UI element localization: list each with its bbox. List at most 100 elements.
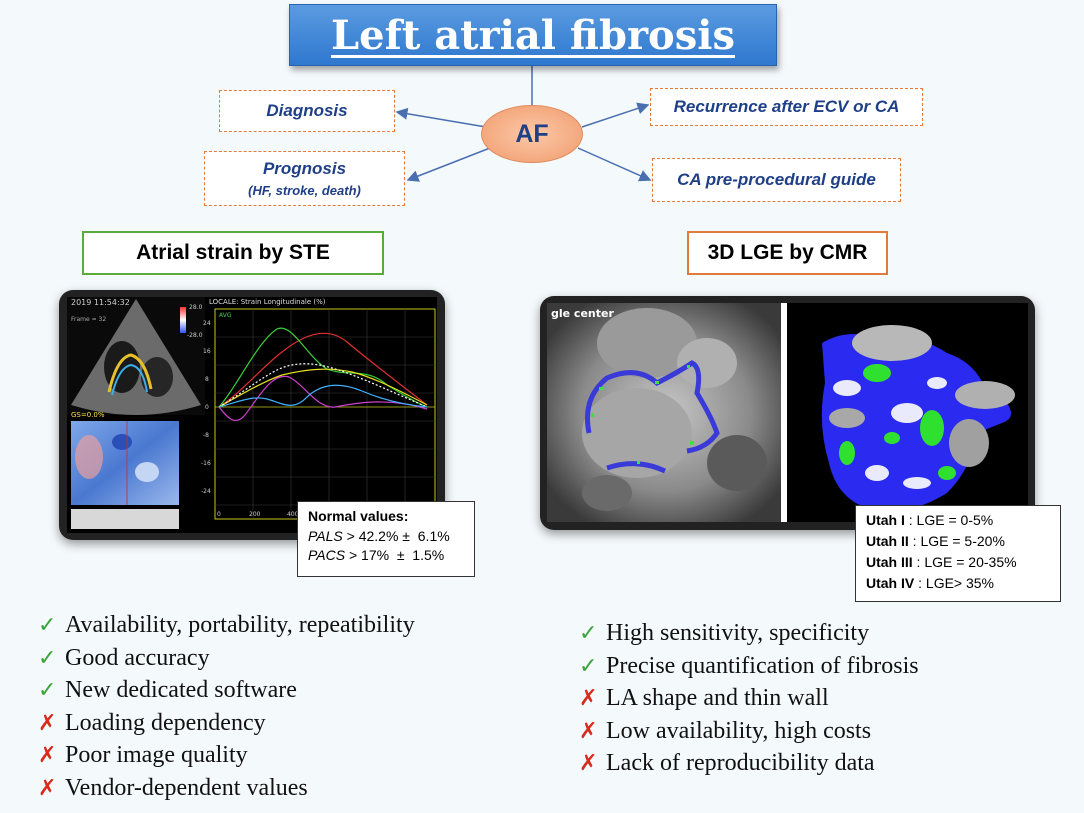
cmr-header: 3D LGE by CMR xyxy=(687,231,888,275)
list-item-text: Loading dependency xyxy=(65,709,266,736)
utah-row: Utah IV : LGE> 35% xyxy=(866,575,1050,596)
arrow-recurrence xyxy=(581,102,650,128)
list-item-text: Lack of reproducibility data xyxy=(606,750,875,776)
gs-readout: GS=0.0% xyxy=(71,411,105,419)
ste-display: 2019 11:54:32 Frame = 32 28.0 -28.0 GS=0… xyxy=(67,297,436,529)
pals-label: PALS xyxy=(308,528,343,544)
list-item: ✓ High sensitivity, specificity xyxy=(579,617,919,650)
diagnosis-label: Diagnosis xyxy=(266,101,348,120)
list-item-text: Vendor-dependent values xyxy=(65,774,308,801)
utah-row: Utah III : LGE = 20-35% xyxy=(866,554,1050,575)
y-tick-8: 8 xyxy=(205,376,209,383)
curve-yellow xyxy=(218,368,428,408)
cross-icon: ✗ xyxy=(579,751,598,776)
guide-label: CA pre-procedural guide xyxy=(677,170,876,189)
curve-green xyxy=(218,327,428,408)
utah-stages-box: Utah I : LGE = 0-5% Utah II : LGE = 5-20… xyxy=(855,505,1061,602)
cross-icon: ✗ xyxy=(579,718,598,744)
prognosis-label: Prognosis xyxy=(262,159,347,178)
diagnosis-box: Diagnosis xyxy=(219,90,395,132)
ecg-strip xyxy=(71,509,179,529)
strain-grid xyxy=(215,309,435,519)
list-item-text: High sensitivity, specificity xyxy=(606,620,870,646)
normal-values-heading: Normal values: xyxy=(308,508,409,524)
list-item: ✓ Availability, portability, repeatibilit… xyxy=(38,609,415,642)
list-item: ✗ Poor image quality xyxy=(38,739,415,772)
recurrence-label: Recurrence after ECV or CA xyxy=(673,97,900,116)
list-item: ✓ New dedicated software xyxy=(38,674,415,707)
curve-cyan xyxy=(218,384,428,408)
ste-device: 2019 11:54:32 Frame = 32 28.0 -28.0 GS=0… xyxy=(59,290,445,540)
check-icon: ✓ xyxy=(579,653,598,679)
cmr-display: gle center xyxy=(547,303,1028,522)
list-item-text: Precise quantification of fibrosis xyxy=(606,652,919,679)
ste-screen: 2019 11:54:32 Frame = 32 28.0 -28.0 GS=0… xyxy=(67,297,437,533)
normal-values-box: Normal values: PALS > 42.2% ± 6.1% PACS … xyxy=(297,501,475,577)
page-title: Left atrial fibrosis xyxy=(331,11,735,59)
echo-strain-trace xyxy=(107,353,153,393)
list-item-text: Poor image quality xyxy=(65,742,248,768)
utah-stage: Utah III xyxy=(866,554,913,570)
pacs-label: PACS xyxy=(308,547,346,563)
strain-y-ticks: 24 16 8 0 -8 -16 -24 xyxy=(201,320,211,495)
utah-row: Utah I : LGE = 0-5% xyxy=(866,512,1050,533)
y-tick-m8: -8 xyxy=(203,432,209,439)
pals-value: > 42.2% ± 6.1% xyxy=(342,528,450,544)
recurrence-box: Recurrence after ECV or CA xyxy=(650,88,923,126)
list-item-text: LA shape and thin wall xyxy=(606,685,829,711)
cross-icon: ✗ xyxy=(38,775,57,801)
echo-timestamp: 2019 11:54:32 xyxy=(71,298,130,307)
strain-x-ticks: 0 200 400 xyxy=(217,511,299,518)
list-item-text: New dedicated software xyxy=(65,677,297,703)
cross-icon: ✗ xyxy=(579,686,598,711)
cmr-screen-label: gle center xyxy=(551,307,614,320)
list-item-text: Availability, portability, repeatibility xyxy=(65,612,415,638)
strain-chart-area xyxy=(214,308,436,520)
cmr-screen: gle center xyxy=(547,303,1028,522)
x-tick-200: 200 xyxy=(249,511,261,518)
check-icon: ✓ xyxy=(38,613,57,638)
x-tick-0: 0 xyxy=(217,511,221,518)
prognosis-sublabel: (HF, stroke, death) xyxy=(248,183,361,198)
y-tick-24: 24 xyxy=(203,320,211,327)
y-tick-m24: -24 xyxy=(201,488,211,495)
ste-pros-cons-list: ✓ Availability, portability, repeatibilit… xyxy=(38,609,415,804)
cross-icon: ✗ xyxy=(38,743,57,768)
arrow-diagnosis xyxy=(395,107,487,128)
cmr-pros-cons-list: ✓ High sensitivity, specificity ✓ Precise … xyxy=(579,617,919,780)
utah-stage: Utah IV xyxy=(866,575,915,591)
strain-chart-title: LOCALE: Strain Longitudinale (%) xyxy=(209,298,326,306)
list-item: ✗ Low availability, high costs xyxy=(579,715,919,748)
list-item: ✓ Precise quantification of fibrosis xyxy=(579,650,919,683)
prognosis-box: Prognosis (HF, stroke, death) xyxy=(204,151,405,206)
utah-value: : LGE = 0-5% xyxy=(904,512,994,528)
arrow-prognosis xyxy=(406,147,491,182)
curve-magenta xyxy=(218,375,428,421)
list-item: ✗ Vendor-dependent values xyxy=(38,772,415,805)
y-tick-0: 0 xyxy=(205,404,209,411)
arrow-guide xyxy=(577,147,652,182)
y-tick-m16: -16 xyxy=(201,460,211,467)
ste-header-label: Atrial strain by STE xyxy=(136,241,330,264)
scale-top: 28.0 xyxy=(189,304,203,311)
utah-value: : LGE> 35% xyxy=(914,575,995,591)
utah-stage: Utah II xyxy=(866,533,909,549)
x-tick-400: 400 xyxy=(287,511,299,518)
cmr-device: gle center xyxy=(540,296,1035,530)
list-item: ✓ Good accuracy xyxy=(38,642,415,675)
pals-row: PALS > 42.2% ± 6.1% xyxy=(308,528,464,544)
utah-row: Utah II : LGE = 5-20% xyxy=(866,533,1050,554)
pacs-value: > 17% ± 1.5% xyxy=(345,547,445,563)
la-wall-segmentation xyxy=(584,360,720,454)
utah-stage: Utah I xyxy=(866,512,905,528)
y-tick-16: 16 xyxy=(203,348,211,355)
utah-value: : LGE = 20-35% xyxy=(912,554,1017,570)
list-item-text: Good accuracy xyxy=(65,644,210,671)
title-banner: Left atrial fibrosis xyxy=(289,4,777,66)
af-node: AF xyxy=(481,105,583,163)
cross-icon: ✗ xyxy=(38,710,57,736)
strain-curves xyxy=(218,327,428,421)
list-item-text: Low availability, high costs xyxy=(606,717,872,744)
af-label: AF xyxy=(515,119,549,148)
